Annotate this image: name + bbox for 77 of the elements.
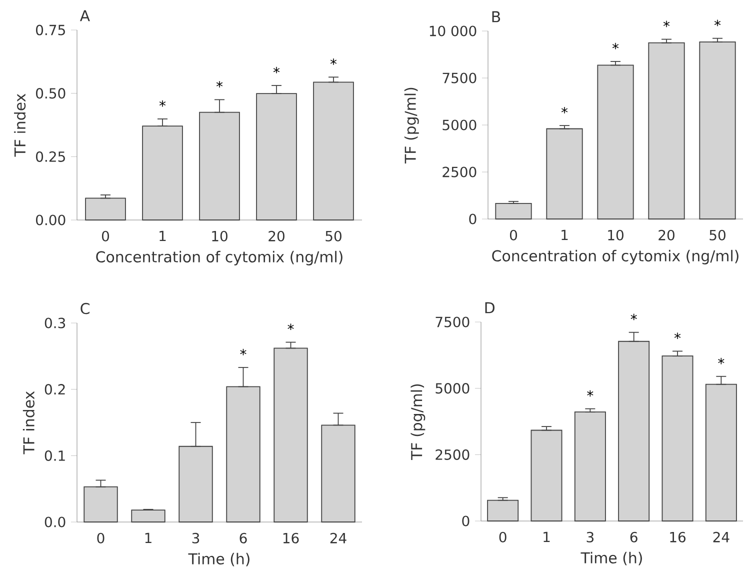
x-axis-title: Time (h) xyxy=(188,552,250,566)
y-tick-label: 5000 xyxy=(436,383,470,394)
bar xyxy=(597,64,634,220)
bar xyxy=(495,202,532,220)
x-tick-label: 0 xyxy=(97,532,104,544)
y-tick-label: 0.0 xyxy=(44,516,66,528)
x-axis-title: Concentration of cytomix (ng/ml) xyxy=(96,250,342,266)
y-tick-label: 0.75 xyxy=(36,24,65,36)
chart-title: A xyxy=(80,10,90,22)
annotation: * xyxy=(240,348,246,356)
x-tick-label: 10 xyxy=(608,230,624,240)
annotation: * xyxy=(561,107,568,114)
x-tick-label: 24 xyxy=(330,532,346,544)
x-tick-label: 0 xyxy=(102,230,110,242)
x-tick-label: 6 xyxy=(240,532,247,544)
x-tick-label: 1 xyxy=(544,532,550,542)
y-tick-label: 0.25 xyxy=(36,151,65,162)
y-tick-label: 0.3 xyxy=(44,318,66,328)
y-tick-label: 7500 xyxy=(436,316,470,328)
y-tick-label: 0 xyxy=(469,214,476,224)
y-tick-label: 0.1 xyxy=(44,450,65,461)
annotation: * xyxy=(612,42,619,50)
chart-title: C xyxy=(80,302,90,314)
y-tick-label: 0 xyxy=(462,516,470,526)
y-axis-title: TF (pg/ml) xyxy=(404,88,419,164)
annotation: * xyxy=(674,332,681,339)
y-tick-label: 2500 xyxy=(436,449,470,460)
annotation: * xyxy=(330,58,337,65)
x-axis-title: Time (h) xyxy=(580,552,642,566)
x-tick-label: 20 xyxy=(658,230,674,240)
bar xyxy=(85,198,126,220)
x-axis-title: Concentration of cytomix (ng/ml) xyxy=(492,250,738,264)
x-tick-label: 0 xyxy=(510,230,518,240)
annotation: * xyxy=(159,100,166,107)
x-tick-label: 50 xyxy=(710,230,726,240)
y-axis-title: TF index xyxy=(14,94,26,157)
annotation: * xyxy=(288,324,294,330)
x-tick-label: 0 xyxy=(499,532,506,542)
y-tick-label: 0.50 xyxy=(36,88,66,99)
x-tick-label: 1 xyxy=(562,230,568,240)
bar xyxy=(574,411,606,522)
x-tick-label: 1 xyxy=(160,230,166,242)
x-tick-label: 1 xyxy=(145,532,152,544)
y-tick-label: 7500 xyxy=(442,72,476,84)
bar xyxy=(530,430,562,522)
bar xyxy=(313,82,354,220)
chart-title: D xyxy=(485,302,494,314)
annotation: * xyxy=(630,314,637,320)
bar xyxy=(662,356,694,522)
x-tick-label: 16 xyxy=(283,532,299,544)
annotation: * xyxy=(663,20,670,28)
annotation: * xyxy=(718,358,724,364)
y-tick-label: 0.00 xyxy=(36,214,66,226)
annotation: * xyxy=(587,390,594,397)
x-tick-label: 3 xyxy=(192,532,200,544)
y-tick-label: 10 000 xyxy=(430,26,476,36)
x-tick-label: 50 xyxy=(326,230,342,242)
bar xyxy=(648,42,685,220)
chart-title: B xyxy=(492,11,500,22)
y-tick-label: 0.2 xyxy=(44,384,65,395)
y-axis-title: TF index xyxy=(22,391,34,454)
x-tick-label: 10 xyxy=(212,230,228,242)
y-tick-label: 5000 xyxy=(442,120,476,130)
x-tick-label: 3 xyxy=(586,532,594,542)
x-tick-label: 24 xyxy=(713,532,730,542)
annotation: * xyxy=(273,66,280,74)
bar xyxy=(699,41,736,220)
x-tick-label: 16 xyxy=(670,532,686,542)
annotation: * xyxy=(714,20,721,26)
bar xyxy=(131,510,166,522)
x-tick-label: 20 xyxy=(268,230,284,242)
y-axis-title: TF (pg/ml) xyxy=(410,384,426,460)
bar xyxy=(546,128,583,220)
x-tick-label: 6 xyxy=(630,532,638,542)
bar xyxy=(487,500,519,522)
annotation: * xyxy=(216,81,223,88)
y-tick-label: 2500 xyxy=(442,166,476,178)
